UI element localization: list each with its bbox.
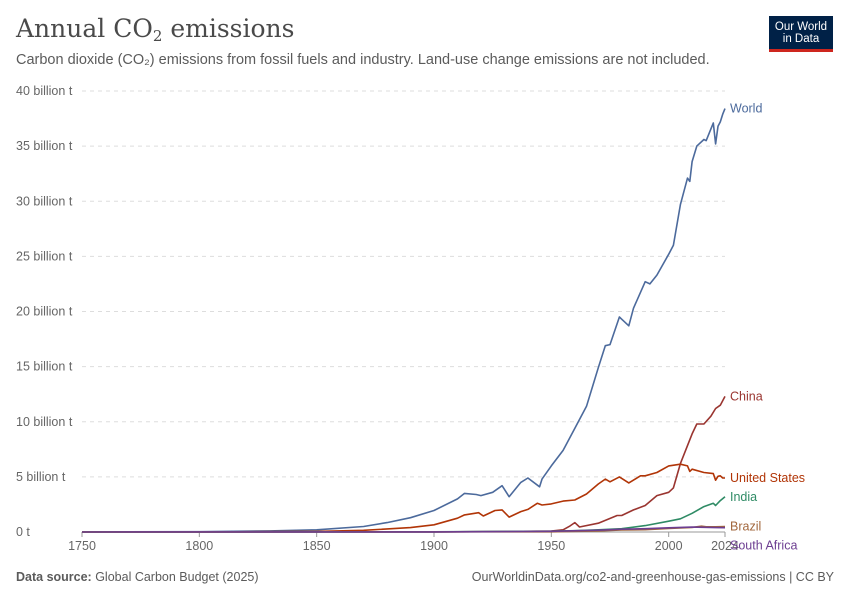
owid-logo[interactable]: Our World in Data	[769, 16, 833, 52]
series-label-south-africa: South Africa	[730, 539, 797, 553]
x-tick-label: 1900	[420, 539, 448, 553]
x-tick-label: 2024	[711, 539, 739, 553]
x-tick-label: 1800	[185, 539, 213, 553]
series-line-south-africa	[81, 526, 726, 533]
grid-lines	[82, 90, 725, 478]
x-tick-label: 1750	[68, 539, 96, 553]
y-tick-label: 10 billion t	[16, 415, 73, 429]
series-lines	[81, 108, 726, 533]
series-label-india: India	[730, 490, 757, 504]
data-source: Data source: Global Carbon Budget (2025)	[16, 570, 259, 584]
logo-line-1: Our World	[774, 21, 828, 33]
chart-subtitle: Carbon dioxide (CO₂) emissions from foss…	[16, 52, 710, 68]
series-line-world	[81, 108, 726, 533]
data-source-label: Data source:	[16, 570, 92, 584]
y-tick-label: 30 billion t	[16, 194, 73, 208]
x-tick-label: 2000	[655, 539, 683, 553]
series-labels: World China United States India Brazil South …	[730, 102, 805, 553]
series-label-brazil: Brazil	[730, 520, 761, 534]
series-label-china: China	[730, 389, 763, 403]
y-tick-label: 15 billion t	[16, 360, 73, 374]
y-tick-label: 20 billion t	[16, 305, 73, 319]
series-line-united-states	[82, 463, 725, 533]
y-tick-label: 40 billion t	[16, 84, 73, 98]
y-tick-label: 5 billion t	[16, 470, 66, 484]
axes: 0 t 5 billion t 10 billion t 15 billion t 20…	[16, 84, 739, 553]
series-label-world: World	[730, 102, 762, 116]
chart-title: Annual CO2 emissions	[16, 14, 295, 45]
y-tick-label: 25 billion t	[16, 249, 73, 263]
data-source-text: Global Carbon Budget (2025)	[91, 570, 259, 584]
series-label-united-states: United States	[730, 471, 805, 485]
y-tick-label: 0 t	[16, 525, 30, 539]
x-tick-label: 1950	[537, 539, 565, 553]
y-tick-label: 35 billion t	[16, 139, 73, 153]
series-line-china	[81, 396, 726, 533]
source-link[interactable]: OurWorldinData.org/co2-and-greenhouse-ga…	[471, 570, 834, 584]
x-tick-label: 1850	[303, 539, 331, 553]
logo-line-2: in Data	[782, 33, 820, 45]
series-line-india	[81, 496, 726, 533]
